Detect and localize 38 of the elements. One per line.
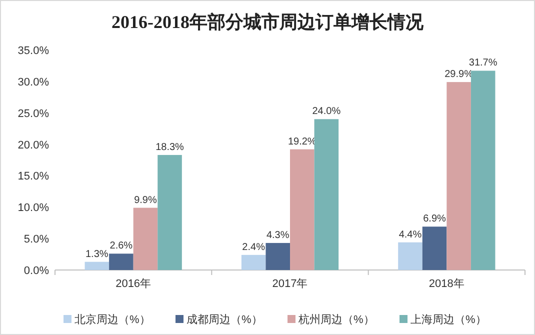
data-label: 4.4% [398,229,422,240]
data-label: 31.7% [468,58,498,69]
bar [84,262,110,270]
x-tick-label: 2016年 [116,278,152,290]
bar [290,149,314,270]
data-label: 2.4% [242,242,266,253]
data-label: 24.0% [312,106,341,118]
bar [133,208,158,270]
y-tick-label: 35.0% [18,45,50,57]
y-tick-label: 25.0% [18,108,50,120]
legend-label: 上海周边（%） [410,313,486,326]
bar [266,242,290,270]
data-label: 6.9% [423,214,446,225]
y-tick-label: 20.0% [18,139,50,152]
y-tick-label: 0.0% [24,265,50,277]
legend-label: 北京周边（%） [74,313,150,326]
bar [241,254,266,270]
legend-label: 杭州周边（%） [298,313,374,326]
x-tick-label: 2017年 [272,278,308,290]
bar [422,226,447,270]
data-label: 18.3% [156,142,184,153]
x-tick-label: 2018年 [428,278,464,290]
bar [314,119,339,270]
data-label: 2.6% [110,240,133,252]
data-label: 4.3% [266,230,290,241]
chart-title: 2016-2018年部分城市周边订单增长情况 [112,12,424,32]
legend-label: 成都周边（%） [186,313,262,326]
bar [446,82,471,270]
y-tick-label: 30.0% [18,76,50,88]
bar [470,70,496,270]
data-label: 1.3% [86,248,108,260]
data-label: 9.9% [134,194,157,206]
bar [109,254,134,270]
bar [158,154,182,270]
y-tick-label: 15.0% [18,170,50,183]
y-tick-label: 10.0% [18,202,50,214]
y-tick-label: 5.0% [24,234,50,246]
bar [398,242,422,270]
